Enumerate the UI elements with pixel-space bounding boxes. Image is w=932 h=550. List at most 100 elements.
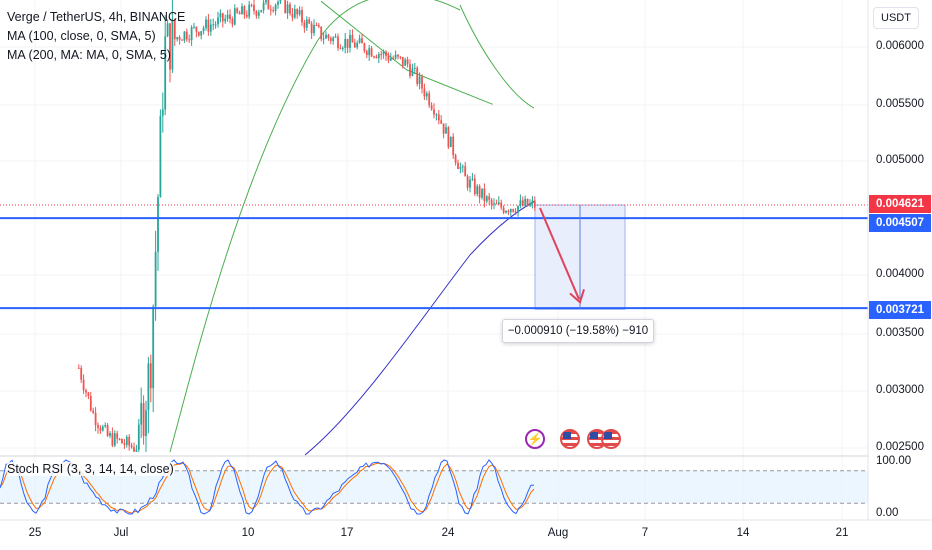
candle-body: [229, 14, 231, 19]
horizontal-levels[interactable]: [0, 204, 868, 310]
candle-body: [231, 18, 234, 25]
currency-selector[interactable]: USDT: [873, 7, 919, 29]
candle-body: [488, 196, 491, 200]
candle-body: [219, 13, 222, 18]
candle-body: [394, 54, 397, 59]
candle-body: [190, 27, 193, 41]
candle-body: [289, 4, 291, 14]
candle-body: [269, 9, 272, 11]
candle-body: [397, 54, 399, 57]
candle-body: [524, 198, 527, 206]
candle-body: [368, 48, 371, 56]
candle-body: [440, 120, 443, 124]
candle-body: [111, 433, 114, 446]
rsi-tick-0: 0.00: [876, 507, 899, 519]
candle-body: [245, 14, 248, 17]
candle-body: [183, 31, 186, 41]
price-tick: 0.006000: [876, 40, 924, 52]
candle-body: [116, 433, 119, 439]
price-tick: 0.003000: [876, 384, 924, 396]
candle-body: [507, 210, 510, 213]
candle-body: [277, 1, 279, 5]
candle-body: [159, 115, 162, 198]
candle-body: [178, 37, 181, 40]
candle-body: [185, 31, 188, 40]
ma100-legend[interactable]: MA (100, close, 0, SMA, 5): [7, 29, 156, 43]
candle-body: [92, 410, 95, 413]
us-flag-icon[interactable]: [601, 429, 621, 449]
candle-body: [322, 38, 325, 40]
candle-body: [106, 425, 109, 436]
candle-body: [389, 58, 392, 61]
candle-body: [243, 6, 246, 15]
candle-body: [512, 209, 515, 212]
candle-body: [337, 36, 339, 49]
candle-body: [125, 436, 128, 445]
candle-body: [370, 48, 373, 57]
candle-body: [433, 109, 435, 115]
candle-body: [466, 176, 469, 188]
candle-body: [284, 0, 287, 13]
candle-body: [399, 56, 402, 58]
candle-body: [267, 0, 270, 10]
candle-body: [260, 10, 263, 13]
stoch-rsi-label[interactable]: Stoch RSI (3, 3, 14, 14, close): [7, 462, 174, 476]
candle-body: [457, 162, 459, 169]
candle-body: [425, 93, 428, 97]
candle-body: [123, 443, 126, 445]
candle-body: [149, 363, 152, 389]
candle-body: [385, 51, 387, 57]
candle-body: [296, 9, 299, 15]
candle-body: [471, 178, 474, 180]
lightning-icon[interactable]: ⚡: [525, 429, 545, 449]
candle-body: [308, 19, 311, 24]
candle-body: [207, 19, 210, 32]
candle-body: [257, 12, 260, 16]
candle-body: [509, 209, 512, 213]
candle-body: [157, 197, 159, 252]
candle-body: [161, 109, 164, 116]
candle-body: [145, 410, 147, 437]
candle-body: [344, 38, 347, 48]
candle-body: [130, 445, 133, 448]
candle-body: [262, 2, 265, 11]
price-tick: 0.005500: [876, 98, 924, 110]
candle-body: [315, 25, 318, 27]
candle-body: [135, 449, 138, 452]
candle-body: [382, 51, 385, 55]
candle-body: [142, 403, 145, 437]
candle-body: [274, 4, 277, 11]
ma100-line-right: [459, 4, 535, 109]
candle-body: [101, 426, 104, 431]
symbol-title[interactable]: Verge / TetherUS, 4h, BINANCE: [7, 10, 186, 24]
us-flag-icon[interactable]: [560, 429, 580, 449]
candle-body: [505, 210, 507, 213]
candle-body: [339, 48, 342, 50]
current-price-badge: 0.004621: [869, 195, 931, 213]
level-badge-upper[interactable]: 0.004507: [869, 214, 931, 232]
candle-body: [176, 37, 179, 40]
candle-body: [533, 200, 536, 208]
candle-body: [233, 8, 236, 25]
candle-body: [416, 67, 419, 84]
candle-body: [519, 200, 522, 206]
candle-body: [464, 166, 467, 177]
candle-body: [236, 8, 239, 13]
candle-body: [94, 412, 97, 426]
candle-body: [353, 42, 356, 48]
chart-legend: Verge / TetherUS, 4h, BINANCE MA (100, c…: [7, 8, 185, 65]
candle-body: [188, 39, 191, 41]
candle-body: [200, 31, 203, 36]
candle-body: [169, 23, 171, 70]
time-tick: Aug: [547, 527, 569, 539]
candle-body: [332, 37, 335, 42]
candle-body: [490, 199, 493, 205]
candle-body: [495, 203, 498, 205]
candle-body: [521, 200, 524, 206]
candle-body: [485, 196, 488, 202]
ma200-legend[interactable]: MA (200, MA: MA, 0, SMA, 5): [7, 48, 171, 62]
level-badge-lower[interactable]: 0.003721: [869, 301, 931, 319]
candle-body: [401, 57, 404, 66]
grid: [0, 0, 868, 520]
